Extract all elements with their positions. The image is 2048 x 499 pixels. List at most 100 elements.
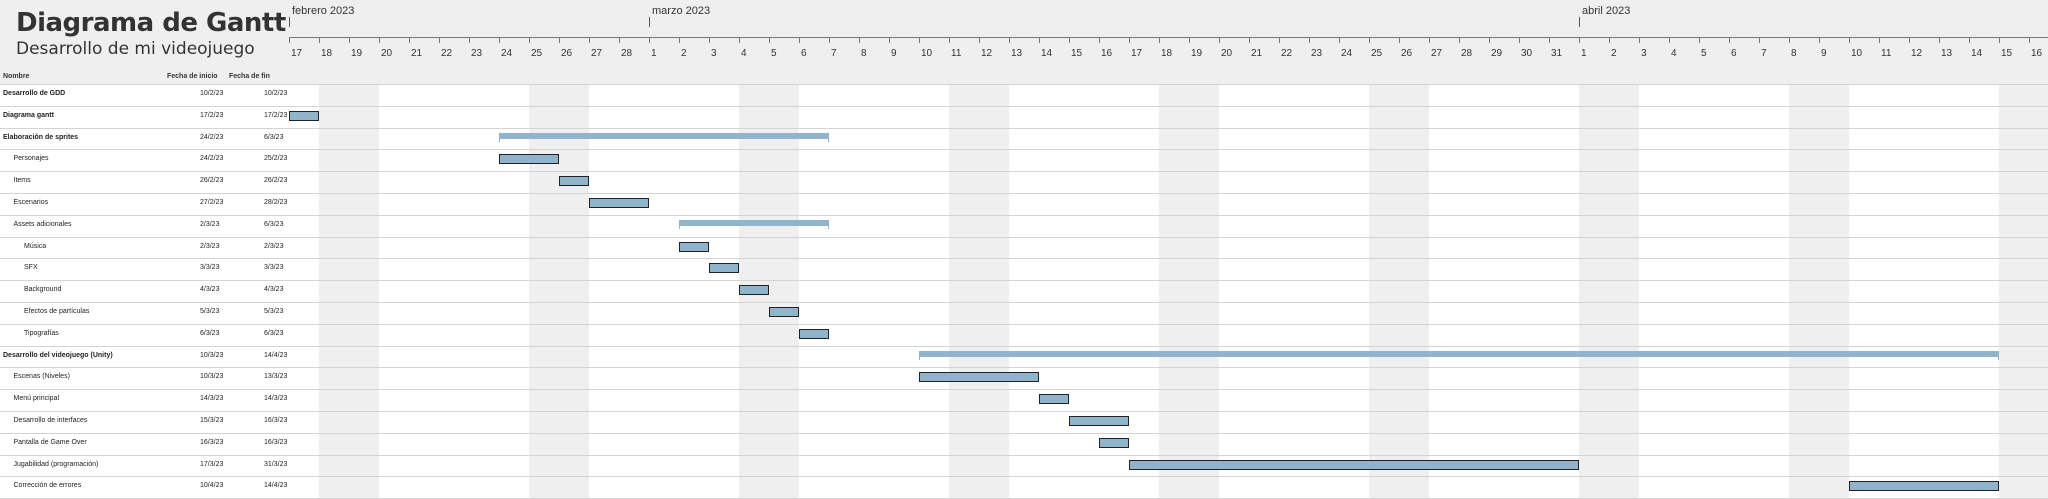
task-bar <box>1849 481 1999 492</box>
day-tick <box>1399 37 1400 43</box>
day-tick <box>349 37 350 43</box>
day-label: 22 <box>441 48 453 59</box>
task-start-date: 10/3/23 <box>200 373 224 381</box>
row-divider <box>0 280 2048 281</box>
day-tick <box>559 37 560 43</box>
task-end-date: 16/3/23 <box>264 438 288 446</box>
row-divider <box>0 171 2048 172</box>
task-name: Items <box>13 177 31 185</box>
day-tick <box>949 37 950 43</box>
month-label: abril 2023 <box>1582 5 1631 17</box>
day-label: 26 <box>1401 48 1413 59</box>
task-end-date: 5/3/23 <box>264 307 284 315</box>
task-end-date: 3/3/23 <box>264 264 284 272</box>
row-divider <box>0 346 2048 347</box>
day-label: 17 <box>291 48 303 59</box>
day-label: 16 <box>2031 48 2043 59</box>
day-label: 8 <box>861 48 867 59</box>
task-start-date: 27/2/23 <box>200 198 224 206</box>
day-tick <box>1999 37 2000 43</box>
row-divider <box>0 193 2048 194</box>
day-tick <box>1099 37 1100 43</box>
task-name: Elaboración de sprites <box>3 133 79 141</box>
task-start-date: 26/2/23 <box>200 177 224 185</box>
day-label: 26 <box>561 48 573 59</box>
row-divider <box>0 237 2048 238</box>
day-label: 21 <box>411 48 423 59</box>
task-end-date: 6/3/23 <box>264 329 284 337</box>
day-tick <box>1039 37 1040 43</box>
day-label: 11 <box>951 48 962 59</box>
task-bar <box>1039 394 1069 405</box>
day-tick <box>1669 37 1670 43</box>
row-divider <box>0 84 2048 85</box>
task-end-date: 31/3/23 <box>264 460 288 468</box>
day-label: 10 <box>1851 48 1863 59</box>
task-bar <box>1129 459 1579 470</box>
day-tick <box>1279 37 1280 43</box>
row-divider <box>0 411 2048 412</box>
day-label: 12 <box>981 48 993 59</box>
day-tick <box>1819 37 1820 43</box>
day-label: 24 <box>501 48 513 59</box>
day-tick <box>769 37 770 43</box>
task-name: Assets adicionales <box>13 220 72 228</box>
task-end-date: 14/3/23 <box>264 395 288 403</box>
day-tick <box>1249 37 1250 43</box>
task-start-date: 3/3/23 <box>200 264 220 272</box>
day-tick <box>499 37 500 43</box>
day-tick <box>319 37 320 43</box>
row-divider <box>0 106 2048 107</box>
column-header-name: Nombre <box>3 73 30 80</box>
day-label: 2 <box>1611 48 1617 59</box>
column-header-end: Fecha de fin <box>229 73 270 80</box>
day-label: 22 <box>1281 48 1293 59</box>
task-end-date: 2/3/23 <box>264 242 284 250</box>
task-name: SFX <box>24 264 38 272</box>
day-tick <box>1639 37 1640 43</box>
task-bar <box>1099 437 1129 448</box>
row-divider <box>0 149 2048 150</box>
task-bar <box>769 306 799 317</box>
day-tick <box>469 37 470 43</box>
day-tick <box>1369 37 1370 43</box>
day-label: 2 <box>681 48 687 59</box>
month-label: febrero 2023 <box>292 5 355 17</box>
task-end-date: 17/2/23 <box>264 111 288 119</box>
task-start-date: 16/3/23 <box>200 438 224 446</box>
task-end-date: 6/3/23 <box>264 133 284 141</box>
day-tick <box>829 37 830 43</box>
task-end-date: 14/4/23 <box>264 351 288 359</box>
task-name: Desarrollo del videojuego (Unity) <box>3 351 113 359</box>
task-start-date: 24/2/23 <box>200 133 224 141</box>
task-start-date: 10/4/23 <box>200 482 224 490</box>
row-divider <box>0 302 2048 303</box>
day-label: 3 <box>711 48 717 59</box>
day-tick <box>889 37 890 43</box>
task-start-date: 24/2/23 <box>200 155 224 163</box>
day-tick <box>1339 37 1340 43</box>
task-end-date: 14/4/23 <box>264 482 288 490</box>
day-label: 20 <box>1221 48 1233 59</box>
task-name: Música <box>24 242 47 250</box>
day-label: 5 <box>1701 48 1707 59</box>
task-bar <box>1069 415 1129 426</box>
day-tick <box>409 37 410 43</box>
task-name: Efectos de partículas <box>24 307 90 315</box>
day-tick <box>649 37 650 43</box>
task-start-date: 17/2/23 <box>200 111 224 119</box>
weekend-column <box>1999 84 2048 499</box>
day-label: 31 <box>1551 48 1563 59</box>
weekend-column <box>1789 84 1849 499</box>
day-label: 24 <box>1341 48 1353 59</box>
row-divider <box>0 367 2048 368</box>
day-tick <box>1429 37 1430 43</box>
day-tick <box>1009 37 1010 43</box>
day-tick <box>739 37 740 43</box>
task-bar <box>559 176 589 187</box>
column-header-start: Fecha de inicio <box>167 73 218 80</box>
day-label: 16 <box>1101 48 1113 59</box>
day-tick <box>1309 37 1310 43</box>
task-end-date: 6/3/23 <box>264 220 284 228</box>
task-start-date: 6/3/23 <box>200 329 220 337</box>
